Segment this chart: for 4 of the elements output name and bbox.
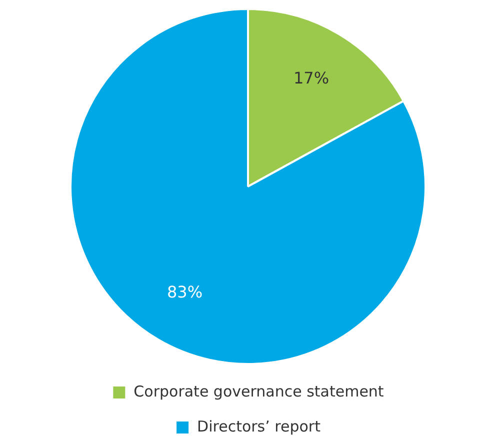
legend-label: Corporate governance statement (134, 382, 384, 400)
data-label: 83% (166, 282, 203, 302)
legend-label: Directors’ report (197, 417, 321, 436)
data-label: 17% (293, 68, 330, 88)
